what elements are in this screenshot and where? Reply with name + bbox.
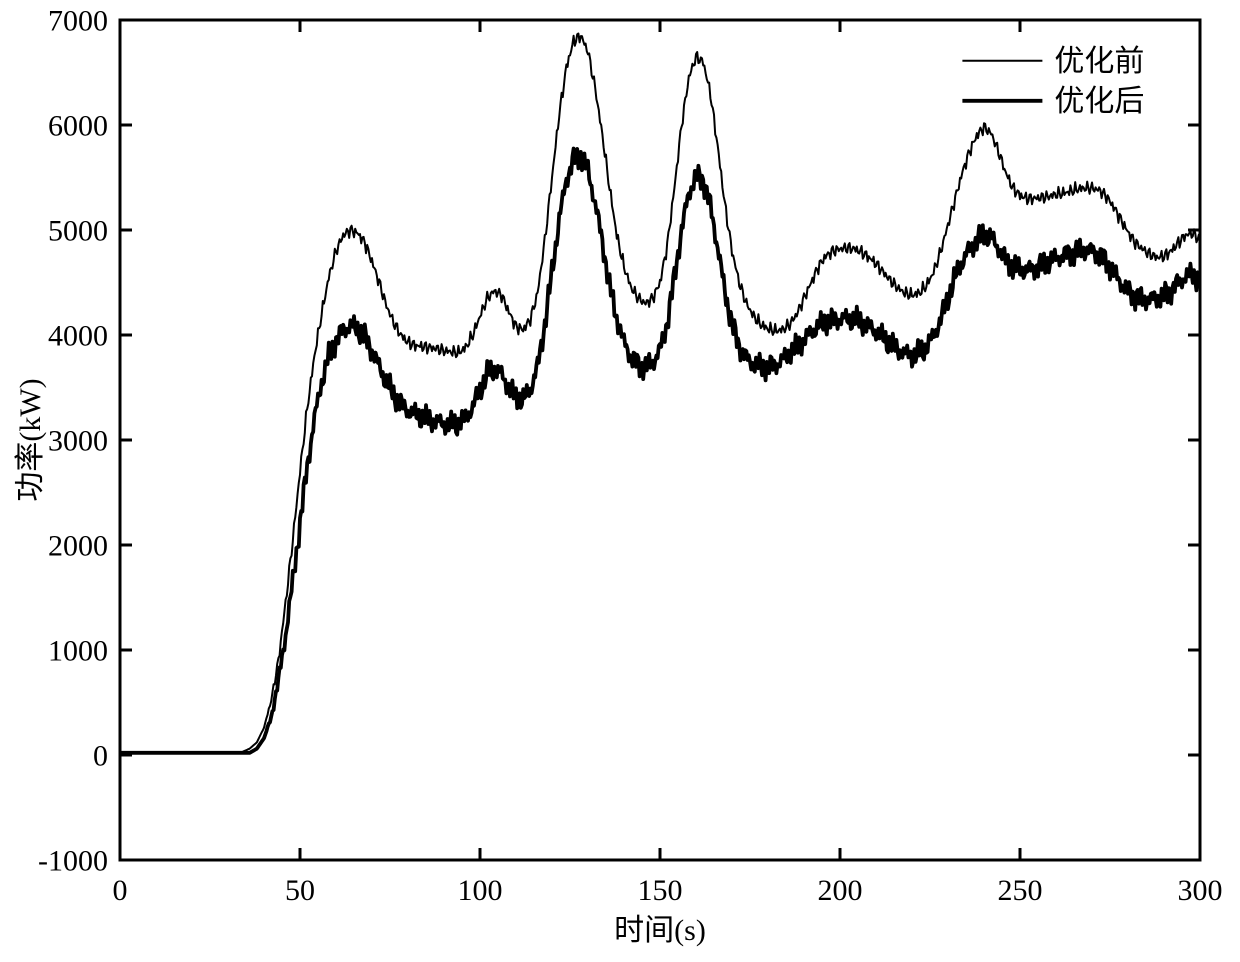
xtick-label: 100: [458, 874, 503, 907]
power-time-chart: 050100150200250300-100001000200030004000…: [0, 0, 1240, 962]
ytick-label: 5000: [48, 215, 108, 248]
xtick-label: 250: [998, 874, 1043, 907]
ytick-label: -1000: [38, 845, 108, 878]
xtick-label: 50: [285, 874, 315, 907]
ytick-label: 0: [93, 740, 108, 773]
ytick-label: 6000: [48, 110, 108, 143]
ytick-label: 4000: [48, 320, 108, 353]
ytick-label: 1000: [48, 635, 108, 668]
ytick-label: 7000: [48, 5, 108, 38]
xtick-label: 150: [638, 874, 683, 907]
ytick-label: 3000: [48, 425, 108, 458]
xtick-label: 0: [113, 874, 128, 907]
legend-label: 优化前: [1054, 45, 1144, 78]
xtick-label: 200: [818, 874, 863, 907]
legend-label: 优化后: [1054, 85, 1144, 118]
ylabel: 功率(kW): [14, 378, 47, 501]
xtick-label: 300: [1178, 874, 1223, 907]
xlabel: 时间(s): [614, 914, 706, 947]
ytick-label: 2000: [48, 530, 108, 563]
